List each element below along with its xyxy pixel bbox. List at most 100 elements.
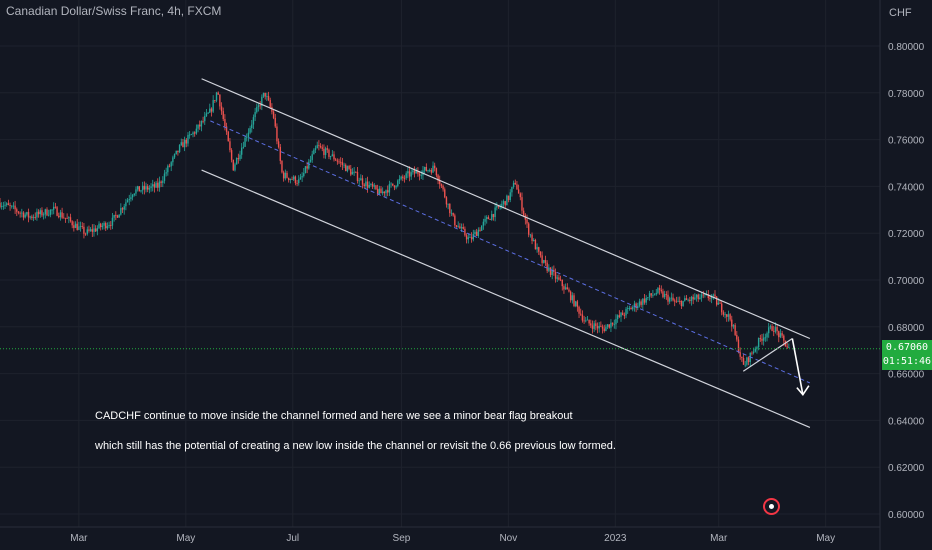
candle-body	[642, 298, 644, 305]
candle-body	[736, 334, 738, 340]
candle-body	[54, 206, 57, 208]
candle-body	[618, 315, 621, 317]
candle-body	[254, 112, 256, 118]
candle-body	[79, 226, 82, 227]
candle-body	[757, 338, 760, 348]
candle-body	[591, 325, 594, 329]
candle-body	[31, 216, 33, 218]
candle-body	[647, 297, 649, 298]
candle-body	[229, 141, 231, 151]
candle-body	[160, 181, 162, 183]
time-tick-label: 2023	[604, 533, 627, 544]
candle-body	[630, 307, 632, 310]
candle-body	[157, 182, 159, 188]
candle-body	[653, 294, 656, 296]
candle-body	[628, 307, 631, 309]
last-price-value: 0.67060	[885, 342, 929, 353]
candle-body	[417, 171, 419, 174]
candle-body	[76, 223, 78, 230]
candle-body	[326, 148, 328, 150]
candle-body	[773, 330, 775, 332]
candle-body	[680, 300, 683, 307]
candle-body	[487, 217, 490, 220]
candle-body	[360, 178, 362, 181]
candle-body	[93, 228, 95, 232]
candle-body	[108, 225, 110, 227]
candle-body	[613, 324, 615, 326]
candle-body	[769, 326, 772, 328]
candle-body	[496, 206, 498, 208]
candle-body	[145, 186, 147, 190]
time-tick-label: May	[176, 533, 195, 544]
candle-body	[26, 212, 28, 215]
candle-body	[694, 297, 696, 300]
candle-body	[299, 177, 302, 180]
candle-body	[214, 100, 216, 101]
candle-body	[752, 351, 755, 354]
candle-body	[387, 190, 389, 193]
candle-body	[687, 299, 689, 301]
candle-body	[91, 229, 94, 232]
candle-body	[346, 166, 349, 172]
candle-body	[163, 173, 166, 181]
candle-body	[88, 229, 90, 231]
candle-body	[776, 327, 778, 332]
candle-body	[0, 205, 3, 207]
candle-body	[61, 212, 63, 218]
candle-body	[432, 165, 434, 173]
candle-body	[533, 239, 535, 241]
candle-body	[408, 171, 411, 177]
candle-body	[178, 145, 181, 153]
candle-body	[464, 228, 466, 236]
candle-body	[333, 154, 335, 160]
candle-body	[101, 225, 104, 228]
economic-event-icon[interactable]	[763, 498, 780, 515]
candle-body	[388, 184, 391, 193]
candle-body	[336, 160, 339, 162]
candle-body	[78, 226, 80, 230]
candle-body	[590, 323, 592, 326]
candle-body	[100, 223, 102, 228]
candle-body	[190, 134, 193, 136]
candle-body	[578, 306, 580, 314]
candle-body	[200, 120, 203, 127]
candle-body	[274, 117, 276, 127]
candle-body	[746, 357, 748, 365]
time-tick-label: Mar	[710, 533, 728, 544]
candle-body	[635, 303, 637, 308]
candle-body	[539, 251, 542, 256]
candle-body	[719, 302, 721, 304]
channel-upper-line	[201, 78, 811, 340]
candle-body	[704, 294, 706, 296]
candle-body	[596, 325, 599, 329]
candle-body	[407, 171, 409, 174]
candle-body	[527, 223, 530, 235]
candle-body	[373, 185, 375, 187]
candle-body	[12, 205, 15, 207]
candle-body	[304, 166, 307, 173]
candle-body	[16, 209, 18, 212]
candle-body	[580, 313, 582, 315]
candle-body	[240, 147, 243, 155]
candle-body	[502, 201, 505, 204]
candle-body	[392, 183, 394, 186]
candle-body	[674, 300, 676, 302]
candle-body	[2, 205, 5, 207]
candle-body	[313, 149, 315, 155]
candle-body	[479, 229, 481, 231]
candle-body	[470, 237, 473, 240]
candle-body	[771, 326, 773, 331]
candle-body	[682, 300, 684, 307]
candle-body	[420, 175, 422, 177]
candle-body	[741, 356, 743, 359]
candle-body	[786, 346, 788, 348]
candle-body	[548, 267, 550, 271]
candle-body	[17, 211, 20, 213]
candle-body	[611, 322, 614, 325]
candle-body	[46, 209, 48, 216]
candle-body	[210, 108, 213, 112]
candle-body	[405, 173, 407, 179]
candle-body	[152, 184, 154, 187]
candle-body	[494, 207, 496, 218]
